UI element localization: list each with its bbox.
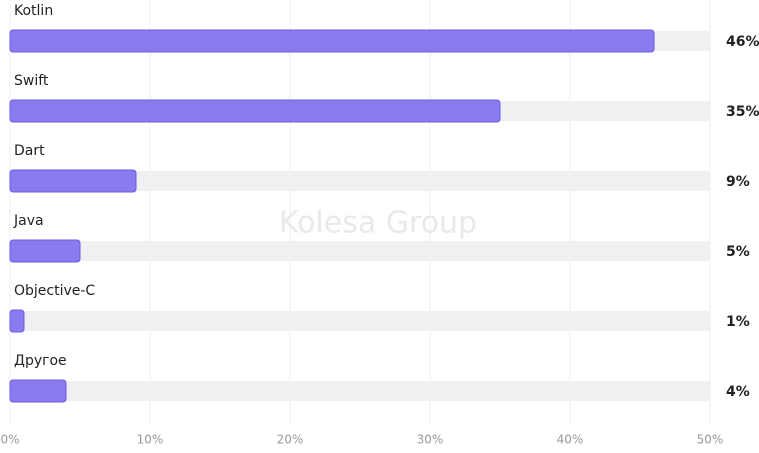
bar-track <box>10 381 710 401</box>
x-tick-label: 10% <box>137 433 164 447</box>
category-label: Dart <box>14 143 45 159</box>
value-label: 5% <box>726 244 750 260</box>
value-label: 35% <box>726 104 759 120</box>
bar <box>9 379 67 403</box>
bar-track <box>10 241 710 261</box>
value-label: 9% <box>726 174 750 190</box>
bar <box>9 309 25 333</box>
bar <box>9 239 81 263</box>
x-tick-label: 40% <box>557 433 584 447</box>
x-tick-label: 50% <box>697 433 724 447</box>
category-label: Другое <box>14 353 67 369</box>
value-label: 1% <box>726 314 750 330</box>
bar-track <box>10 311 710 331</box>
category-label: Java <box>13 213 44 229</box>
value-label: 46% <box>726 34 759 50</box>
bar <box>9 99 501 123</box>
category-label: Kotlin <box>14 3 53 19</box>
x-tick-label: 20% <box>277 433 304 447</box>
bar <box>9 29 655 53</box>
bar <box>9 169 137 193</box>
x-tick-label: 0% <box>0 433 19 447</box>
category-label: Objective-C <box>14 283 95 299</box>
x-tick-label: 30% <box>417 433 444 447</box>
category-label: Swift <box>14 73 49 89</box>
value-label: 4% <box>726 384 750 400</box>
bar-track <box>10 171 710 191</box>
watermark: Kolesa Group <box>279 206 477 241</box>
